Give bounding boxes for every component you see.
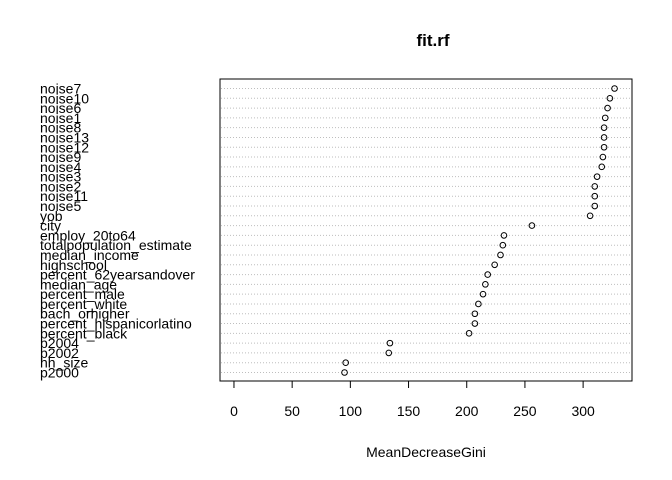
label-noise1: noise1 [40, 110, 81, 126]
label-median_age: median_age [40, 276, 117, 292]
label-totalpopulation_estimate: totalpopulation_estimate [40, 237, 192, 253]
label-percent_black: percent_black [40, 325, 128, 341]
point-median_age [482, 281, 489, 288]
label-employ_20to64: employ_20to64 [40, 227, 136, 243]
label-yob: yob [40, 208, 63, 224]
label-hh_size: hh_size [40, 355, 88, 371]
point-p2002 [385, 349, 393, 357]
point-highschool [491, 261, 498, 269]
label-city: city [40, 218, 61, 234]
point-noise11 [591, 192, 599, 200]
point-noise13 [600, 134, 608, 141]
label-noise10: noise10 [40, 90, 89, 106]
guide-lines [221, 88, 631, 373]
label-percent_hispanicorlatino: percent_hispanicorlatino [40, 316, 192, 332]
x-tick-label-0: 0 [230, 403, 238, 419]
point-percent_hispanicorlatino [471, 320, 479, 327]
label-noise2: noise2 [40, 178, 81, 194]
x-tick-label-50: 50 [284, 403, 300, 419]
point-noise10 [606, 94, 614, 102]
chart-title: fit.rf [416, 31, 449, 50]
point-noise9 [599, 153, 607, 161]
label-percent_male: percent_male [40, 286, 125, 302]
label-noise5: noise5 [40, 198, 81, 214]
point-percent_white [475, 300, 482, 308]
point-employ_20to64 [500, 232, 508, 239]
x-tick-label-250: 250 [513, 403, 537, 419]
label-noise3: noise3 [40, 169, 81, 185]
label-p2002: p2002 [40, 345, 79, 361]
point-city [528, 222, 536, 229]
point-noise8 [600, 124, 608, 131]
x-tick-label-300: 300 [571, 403, 595, 419]
point-noise6 [604, 104, 611, 112]
x-tick-label-200: 200 [455, 403, 479, 419]
variable-labels: noise7noise10noise6noise1noise8noise13no… [40, 81, 195, 381]
label-p2000: p2000 [40, 365, 79, 381]
label-highschool: highschool [40, 257, 107, 273]
data-points [341, 85, 618, 376]
x-axis-label: MeanDecreaseGini [366, 444, 486, 460]
point-p2004 [386, 339, 394, 347]
label-noise6: noise6 [40, 100, 81, 116]
point-totalpopulation_estimate [499, 241, 507, 249]
label-p2004: p2004 [40, 335, 79, 351]
point-percent_62yearsandover [484, 271, 491, 278]
point-hh_size [342, 359, 349, 367]
label-noise13: noise13 [40, 129, 89, 145]
point-percent_male [479, 290, 487, 298]
plot-frame [219, 78, 633, 382]
label-noise12: noise12 [40, 139, 89, 155]
label-bach_orhigher: bach_orhigher [40, 306, 130, 322]
point-noise1 [601, 114, 609, 122]
point-bach_orhigher [471, 310, 479, 318]
label-percent_62yearsandover: percent_62yearsandover [40, 267, 195, 283]
x-tick-label-150: 150 [397, 403, 421, 419]
x-tick-label-100: 100 [339, 403, 363, 419]
point-noise12 [600, 143, 608, 151]
point-percent_black [465, 330, 473, 337]
label-noise8: noise8 [40, 120, 81, 136]
point-yob [586, 212, 594, 220]
point-noise2 [591, 183, 599, 190]
label-median_income: median_income [40, 247, 139, 263]
point-noise7 [611, 85, 618, 92]
point-noise5 [591, 202, 599, 210]
label-percent_white: percent_white [40, 296, 127, 312]
point-noise4 [598, 163, 606, 171]
label-noise11: noise11 [40, 188, 88, 204]
label-noise4: noise4 [40, 159, 81, 175]
x-axis: 0 50 100 150 200 250 300 [230, 380, 595, 419]
point-noise3 [593, 173, 601, 180]
point-median_income [497, 251, 504, 259]
point-p2000 [341, 369, 348, 376]
label-noise7: noise7 [40, 81, 81, 97]
label-noise9: noise9 [40, 149, 81, 165]
